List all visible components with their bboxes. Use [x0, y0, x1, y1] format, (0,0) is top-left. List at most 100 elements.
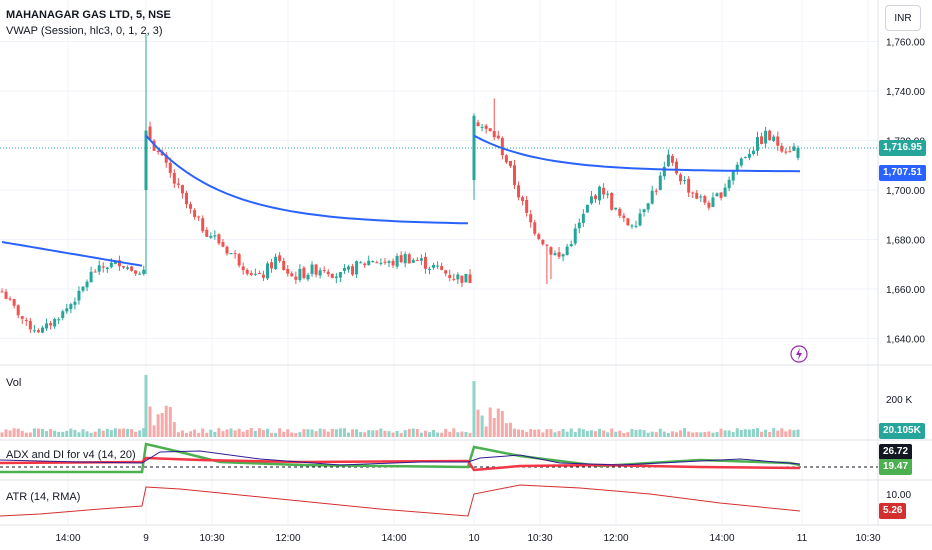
candle-body [225, 246, 229, 254]
candles [0, 34, 800, 334]
candle-body [395, 256, 399, 267]
adx-line [0, 450, 801, 466]
candle-body [496, 135, 500, 139]
candle-body [557, 252, 561, 257]
candle-body [101, 266, 105, 268]
volume-bar [638, 429, 642, 437]
candle-body [630, 225, 634, 227]
candle-body [257, 272, 261, 274]
volume-bar [492, 417, 496, 437]
volume-value-tag: 20.105K [879, 423, 925, 439]
candle-body [193, 210, 197, 217]
volume-bar [675, 432, 678, 437]
candle-body [16, 305, 20, 316]
volume-bar [626, 432, 630, 437]
candle-body [105, 267, 109, 270]
candle-body [142, 269, 146, 274]
volume-bar [225, 429, 229, 437]
volume-bar [731, 431, 735, 437]
volume-bar [330, 428, 334, 437]
volume-bar [642, 430, 646, 437]
candle-body [148, 126, 152, 140]
volume-bar [122, 428, 125, 437]
candle-body [614, 207, 618, 210]
candle-body [403, 254, 407, 264]
candle-body [796, 148, 800, 158]
candle-body [780, 145, 784, 152]
volume-bar [371, 430, 375, 437]
candle-body [69, 304, 73, 310]
vwap-line [473, 134, 801, 173]
volume-bar [142, 428, 146, 437]
candle-body [270, 262, 274, 269]
volume-bar [521, 429, 525, 437]
volume-bar [557, 431, 561, 437]
volume-bar [395, 430, 399, 437]
atr-line [0, 484, 801, 517]
volume-bar [36, 428, 40, 437]
lightning-alert-icon [790, 345, 808, 363]
volume-bar [0, 432, 4, 437]
volume-bar [723, 430, 727, 437]
candle-body [347, 266, 350, 270]
volume-bar [776, 430, 780, 437]
volume-bar [662, 431, 666, 437]
volume-bar [61, 431, 65, 437]
volume-bar [589, 430, 593, 437]
candle-body [513, 165, 516, 185]
volume-bar [24, 432, 28, 437]
vwap-line [145, 134, 469, 225]
atr-tick-label: 10.00 [886, 490, 911, 501]
candle-body [41, 327, 44, 333]
volume-bar [735, 428, 739, 437]
volume-bar [444, 428, 448, 437]
volume-bar [391, 432, 395, 437]
volume-bar [294, 432, 298, 437]
volume-bar [351, 429, 355, 437]
volume-bar [419, 432, 423, 437]
candle-body [351, 266, 355, 275]
volume-bar [359, 431, 363, 437]
volume-bar [233, 430, 237, 437]
volume-bar [278, 428, 282, 437]
volume-bar [598, 428, 602, 437]
candle-body [330, 273, 334, 278]
candle-body [508, 160, 512, 167]
candle-body [428, 268, 431, 270]
candle-body [213, 235, 217, 237]
volume-bar [670, 431, 674, 437]
price-tick-label: 1,680.00 [886, 236, 925, 247]
volume-bar [229, 428, 233, 437]
candle-body [122, 266, 125, 268]
candle-body [695, 192, 699, 199]
currency-button[interactable]: INR [885, 5, 921, 31]
volume-bar [411, 428, 415, 437]
volume-bar [707, 431, 711, 437]
candle-body [703, 196, 707, 203]
candle-body [792, 146, 796, 151]
candle-body [310, 264, 314, 274]
volume-bar [468, 432, 472, 437]
candle-body [521, 197, 525, 201]
volume-bar [298, 432, 302, 437]
volume-bar [379, 428, 383, 437]
candle-body [363, 263, 367, 266]
candle-body [460, 275, 464, 283]
volume-bar [456, 432, 460, 437]
candle-body [253, 273, 257, 275]
volume-bar [290, 432, 294, 437]
volume-bar [41, 428, 44, 437]
volume-bar [152, 425, 156, 437]
volume-bar [12, 428, 16, 437]
candle-body [751, 150, 755, 155]
candle-body [537, 234, 541, 239]
volume-bar [760, 431, 764, 437]
volume-bar [513, 428, 516, 437]
volume-bar [32, 428, 36, 437]
candle-body [662, 166, 666, 177]
volume-bar [144, 375, 148, 437]
price-tick-label: 1,700.00 [886, 186, 925, 197]
candle-body [209, 235, 213, 238]
volume-bar [73, 429, 77, 437]
